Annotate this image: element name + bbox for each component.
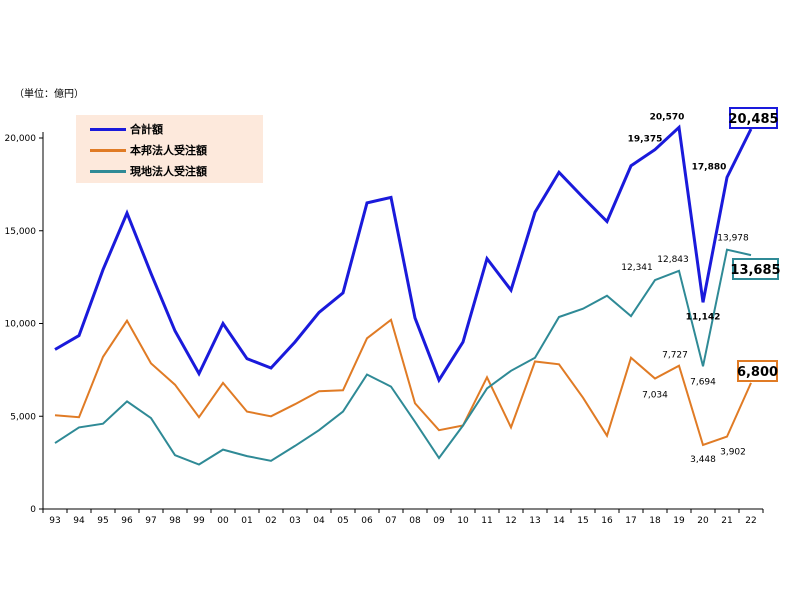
- x-tick-label: 22: [745, 516, 756, 526]
- boxed-label-total: 20,485: [728, 112, 778, 127]
- x-tick-label: 15: [577, 516, 588, 526]
- x-tick-label: 14: [553, 516, 565, 526]
- x-tick-label: 10: [457, 516, 469, 526]
- y-tick-label: 10,000: [5, 320, 37, 330]
- y-tick-label: 0: [30, 505, 36, 515]
- x-tick-label: 93: [49, 516, 60, 526]
- x-tick-label: 06: [361, 516, 373, 526]
- x-tick-label: 04: [313, 516, 325, 526]
- x-tick-label: 20: [697, 516, 709, 526]
- x-tick-label: 05: [337, 516, 348, 526]
- x-tick-label: 12: [505, 516, 516, 526]
- boxed-label-japan-corp: 6,800: [737, 365, 778, 380]
- data-label: 7,727: [662, 351, 688, 361]
- x-tick-label: 03: [289, 516, 300, 526]
- x-tick-label: 00: [217, 516, 229, 526]
- unit-label: （単位：億円）: [14, 89, 84, 100]
- y-tick-label: 5,000: [10, 412, 36, 422]
- y-tick-label: 15,000: [5, 227, 37, 237]
- data-label: 19,375: [628, 135, 663, 145]
- legend-item-local-corp: 現地法人受注額: [76, 162, 207, 180]
- x-tick-label: 21: [721, 516, 732, 526]
- chart-axes: 0 5,000 10,000 15,000 20,000 93 94 95 96 97 98 99 00…: [5, 132, 764, 526]
- data-label: 11,142: [686, 312, 721, 322]
- data-label: 3,448: [690, 455, 716, 465]
- y-tick-label: 20,000: [5, 134, 37, 144]
- x-tick-label: 97: [145, 516, 156, 526]
- data-label: 7,694: [690, 377, 716, 387]
- x-tick-label: 16: [601, 516, 613, 526]
- x-tick-label: 17: [625, 516, 636, 526]
- data-label: 13,978: [717, 234, 749, 244]
- legend-label-local-corp: 現地法人受注額: [130, 165, 207, 178]
- data-label: 20,570: [650, 112, 685, 122]
- boxed-label-local-corp-frame: [732, 258, 779, 280]
- legend-item-japan-corp: 本邦法人受注額: [76, 141, 207, 159]
- x-tick-label: 96: [121, 516, 133, 526]
- boxed-end-labels: 20,485 13,685 6,800: [728, 107, 781, 382]
- series-line-total: [54, 124, 753, 384]
- x-tick-label: 98: [169, 516, 181, 526]
- legend-swatch-local-corp: [90, 169, 126, 173]
- x-tick-label: 95: [97, 516, 108, 526]
- x-tick-label: 07: [385, 516, 396, 526]
- legend: 合計額 本邦法人受注額 現地法人受注額: [76, 115, 263, 183]
- x-tick-label: 19: [673, 516, 685, 526]
- legend-label-total: 合計額: [130, 123, 163, 136]
- legend-item-total: 合計額: [76, 120, 163, 138]
- boxed-label-japan-corp-frame: [737, 360, 778, 382]
- x-tick-label: 11: [481, 516, 492, 526]
- x-tick-label: 99: [193, 516, 205, 526]
- data-label: 17,880: [692, 162, 727, 172]
- series-line-japan-corp: [54, 318, 752, 447]
- x-tick-label: 94: [73, 516, 85, 526]
- legend-label-japan-corp: 本邦法人受注額: [130, 144, 207, 157]
- x-tick-label: 08: [409, 516, 421, 526]
- x-tick-label: 13: [529, 516, 540, 526]
- chart-series: [54, 124, 753, 466]
- legend-swatch-total: [90, 127, 126, 131]
- data-label: 7,034: [642, 391, 668, 401]
- x-tick-label: 18: [649, 516, 661, 526]
- boxed-label-local-corp: 13,685: [730, 263, 780, 278]
- x-tick-label: 01: [241, 516, 252, 526]
- series-line-local-corp: [54, 248, 752, 466]
- x-tick-label: 09: [433, 516, 445, 526]
- legend-swatch-japan-corp: [90, 148, 126, 152]
- boxed-label-total-frame: [729, 107, 778, 129]
- data-label: 3,902: [720, 448, 746, 458]
- data-label: 12,843: [657, 255, 689, 265]
- data-label: 12,341: [621, 263, 653, 273]
- x-tick-label: 02: [265, 516, 276, 526]
- data-labels: 19,375 20,570 11,142 17,880 7,034 7,727 3,448 3…: [621, 112, 749, 465]
